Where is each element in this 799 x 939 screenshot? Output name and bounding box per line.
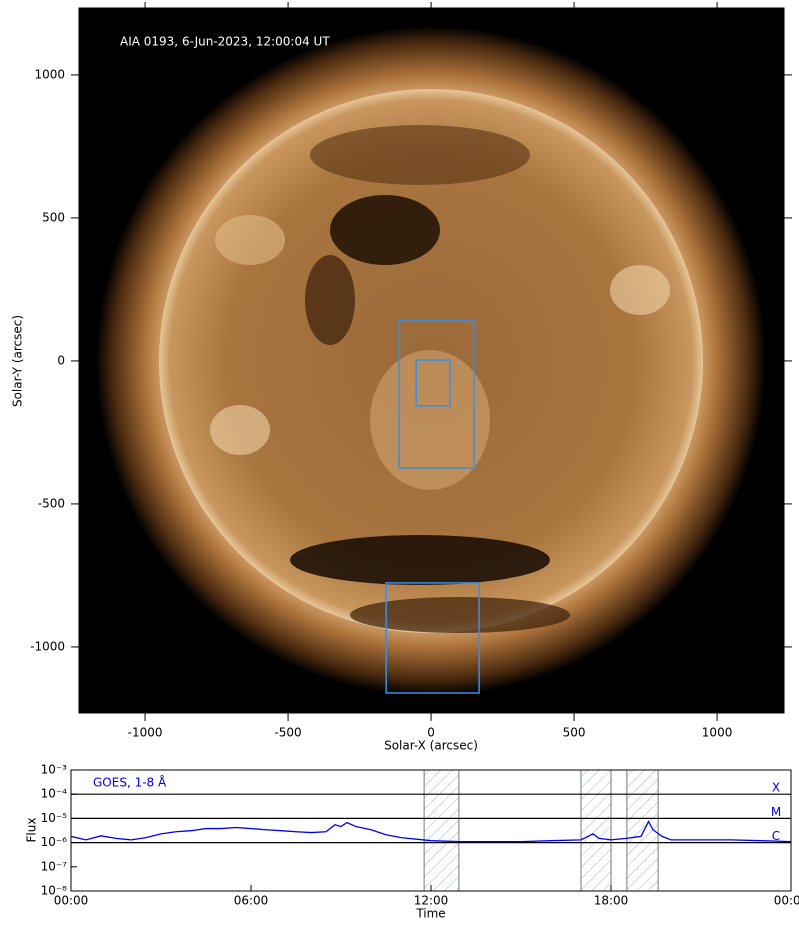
x-tick-label: 12:00: [414, 894, 449, 908]
y-tick-label: 0: [57, 353, 65, 367]
flare-class-label: M: [771, 805, 781, 819]
x-tick-label: 0: [427, 726, 435, 740]
y-tick-label: 500: [42, 210, 65, 224]
x-tick-label: 06:00: [234, 894, 269, 908]
shaded-interval: [626, 770, 659, 891]
y-tick-label: 10⁻⁸: [41, 884, 68, 898]
region-box: [385, 582, 480, 694]
x-tick-label: 18:00: [594, 894, 629, 908]
flare-class-label: X: [772, 781, 780, 795]
x-tick-label: 00:00: [54, 894, 89, 908]
x-tick-label: 500: [563, 726, 586, 740]
x-axis-label: Time: [415, 907, 445, 921]
y-axis-label: Flux: [25, 818, 39, 843]
y-tick-label: 10⁻⁷: [41, 859, 68, 873]
x-tick-label: 1000: [702, 726, 733, 740]
y-tick-label: 1000: [34, 67, 65, 81]
shaded-interval: [580, 770, 612, 891]
image-annotation: AIA 0193, 6-Jun-2023, 12:00:04 UT: [120, 35, 330, 49]
x-axis-label: Solar-X (arcsec): [384, 739, 478, 753]
shaded-interval: [423, 770, 460, 891]
solar-image: [79, 8, 784, 713]
region-box: [398, 320, 475, 469]
legend-label: GOES, 1-8 Å: [93, 775, 167, 790]
x-tick-label: -1000: [128, 726, 163, 740]
goes-plot: [71, 770, 791, 891]
y-tick-label: 10⁻⁵: [41, 811, 68, 825]
y-tick-label: -1000: [30, 639, 65, 653]
y-tick-label: 10⁻⁴: [41, 787, 68, 801]
flux-line: [71, 820, 791, 843]
y-axis-label: Solar-Y (arcsec): [11, 315, 25, 407]
region-box: [415, 359, 451, 407]
x-tick-label: 00:00: [774, 894, 799, 908]
x-tick-label: -500: [274, 726, 301, 740]
y-tick-label: 10⁻⁶: [41, 835, 68, 849]
flare-class-label: C: [772, 829, 780, 843]
y-tick-label: 10⁻³: [41, 763, 68, 777]
y-tick-label: -500: [38, 496, 65, 510]
